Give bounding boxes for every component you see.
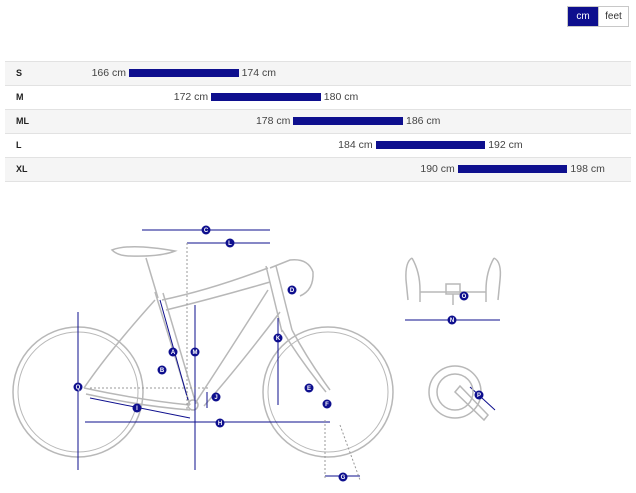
size-min-height: 178 cm [255, 115, 291, 127]
marker-label: O [462, 294, 467, 300]
marker-label: M [193, 350, 198, 356]
front-wheel [262, 326, 394, 458]
size-row: L 184 cm 192 cm [5, 133, 631, 157]
size-max-height: 186 cm [406, 115, 441, 127]
marker-label: K [276, 336, 281, 342]
marker-label: B [160, 368, 165, 374]
marker-k: K [273, 333, 283, 343]
size-max-height: 198 cm [570, 163, 605, 175]
marker-label: C [204, 228, 209, 234]
marker-g: G [338, 472, 348, 482]
marker-label: D [290, 288, 295, 294]
size-row: ML 178 cm 186 cm [5, 109, 631, 133]
unit-feet-button[interactable]: feet [598, 7, 628, 26]
marker-b: B [157, 365, 167, 375]
stem-handlebar [269, 259, 314, 297]
handlebar-front-view [405, 257, 502, 305]
unit-cm-button[interactable]: cm [568, 7, 598, 26]
size-min-height: 172 cm [173, 91, 209, 103]
size-row: S 166 cm 174 cm [5, 61, 631, 85]
marker-j: J [211, 392, 221, 402]
size-min-height: 184 cm [338, 139, 373, 151]
marker-a: A [168, 347, 178, 357]
dimension-markers: A B C D E F G H I J K L M N O P Q [73, 225, 484, 482]
bottom-bracket [187, 399, 199, 411]
size-row: XL 190 cm 198 cm [5, 157, 631, 182]
marker-label: G [341, 475, 346, 481]
size-min-height: 166 cm [91, 67, 126, 79]
size-range-bar [211, 93, 321, 101]
marker-label: I [136, 406, 138, 412]
unit-toggle: cm feet [567, 6, 629, 27]
marker-l: L [225, 238, 235, 248]
head-tube [265, 265, 293, 333]
size-range-bar [129, 69, 239, 77]
marker-q: Q [73, 382, 83, 392]
size-table: S 166 cm 174 cm M 172 cm 180 cm ML 178 cm 186 cm… [5, 61, 631, 182]
marker-f: F [322, 399, 332, 409]
marker-h: H [215, 418, 225, 428]
marker-m: M [190, 347, 200, 357]
size-max-height: 192 cm [488, 139, 523, 151]
marker-p: P [474, 390, 484, 400]
marker-e: E [304, 383, 314, 393]
marker-label: F [325, 402, 329, 408]
marker-label: J [214, 395, 217, 401]
crankset-view [428, 365, 489, 422]
marker-label: A [171, 350, 176, 356]
fork [281, 329, 331, 393]
size-row: M 172 cm 180 cm [5, 85, 631, 109]
size-label: S [16, 68, 23, 78]
marker-label: Q [76, 385, 81, 391]
seat-stay [83, 299, 156, 389]
marker-d: D [287, 285, 297, 295]
marker-label: P [477, 393, 481, 399]
size-range-bar [457, 165, 568, 173]
size-label: XL [16, 164, 28, 174]
down-tube [195, 289, 281, 407]
size-min-height: 190 cm [420, 163, 455, 175]
size-max-height: 174 cm [241, 67, 277, 79]
marker-label: N [450, 318, 454, 324]
guide-lines [90, 243, 361, 481]
marker-label: H [218, 421, 222, 427]
size-range-bar [293, 117, 403, 125]
size-label: M [16, 92, 24, 102]
marker-label: E [307, 386, 311, 392]
size-range-bar [375, 141, 486, 149]
bike-outline [12, 245, 394, 458]
marker-label: L [228, 241, 232, 247]
marker-c: C [201, 225, 211, 235]
seatpost [145, 257, 159, 299]
saddle [110, 245, 178, 257]
size-label: L [16, 140, 22, 150]
size-max-height: 180 cm [323, 91, 359, 103]
marker-i: I [132, 403, 142, 413]
marker-n: N [447, 315, 457, 325]
front-wheel-rim [267, 331, 389, 453]
top-tube [161, 267, 271, 311]
dimension-lines [77, 229, 500, 477]
marker-o: O [459, 291, 469, 301]
size-label: ML [16, 116, 29, 126]
